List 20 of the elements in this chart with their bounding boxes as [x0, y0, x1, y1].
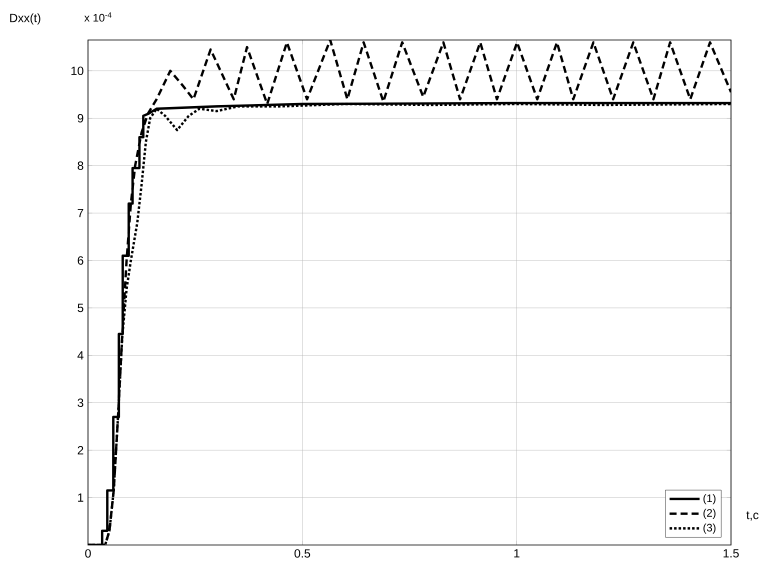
y-tick-label: 10 — [71, 66, 84, 76]
x-tick-label: 1 — [514, 549, 520, 558]
x-tick-label: 0.5 — [294, 549, 310, 558]
y-tick-label: 7 — [78, 208, 84, 218]
y-tick-label: 3 — [78, 398, 84, 407]
x-axis-title: t,c — [746, 511, 758, 521]
y-tick-label: 9 — [78, 114, 84, 122]
y-tick-label: 6 — [78, 256, 84, 265]
legend-label: (1) — [703, 494, 716, 504]
y-axis-title: Dxx(t) — [10, 13, 40, 25]
text: x 10$^{-4}$ — [84, 12, 112, 22]
legend-label: (2) — [703, 508, 716, 519]
legend-label: (3) — [703, 524, 716, 534]
y-tick-label: 2 — [78, 446, 84, 454]
y-tick-label: 4 — [77, 351, 84, 360]
x-tick-label: 1.5 — [724, 549, 739, 558]
y-tick-label: 5 — [78, 304, 84, 312]
y-tick-label: 8 — [78, 161, 84, 170]
y-tick-label: 1 — [78, 493, 84, 502]
x-tick-label: 0 — [85, 549, 91, 558]
